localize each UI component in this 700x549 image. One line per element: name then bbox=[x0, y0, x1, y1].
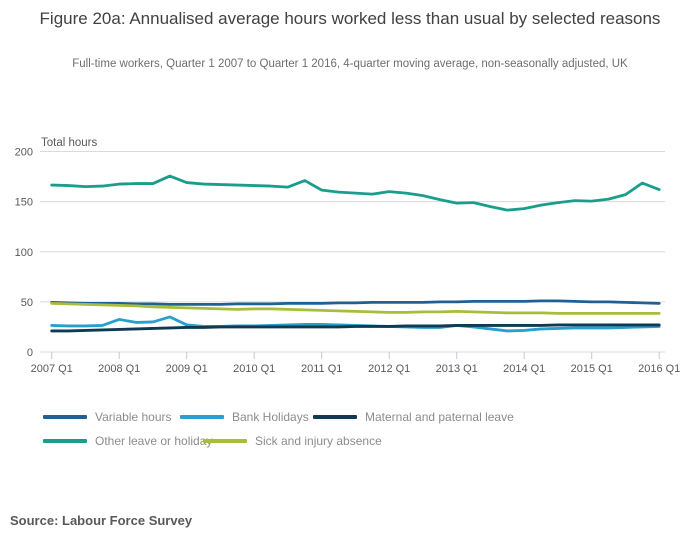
legend-item-variable-hours: Variable hours bbox=[43, 410, 172, 424]
x-axis-tick-label: 2010 Q1 bbox=[233, 363, 275, 375]
legend-item-bank-holidays: Bank Holidays bbox=[180, 410, 309, 424]
legend-swatch-other-leave-or-holiday bbox=[43, 439, 87, 443]
series-line-sick-and-injury-absence bbox=[50, 301, 661, 315]
source-note: Source: Labour Force Survey bbox=[10, 513, 193, 528]
y-axis-tick-label: 150 bbox=[15, 197, 33, 209]
legend-item-sick-and-injury-absence: Sick and injury absence bbox=[203, 434, 382, 448]
x-axis-tick-label: 2008 Q1 bbox=[98, 363, 140, 375]
legend-swatch-bank-holidays bbox=[180, 415, 224, 419]
legend-item-other-leave-or-holiday: Other leave or holiday bbox=[43, 434, 212, 448]
series-line-other-leave-or-holiday bbox=[50, 174, 661, 212]
legend-swatch-variable-hours bbox=[43, 415, 87, 419]
chart-canvas: 0 50 100 150 200 Total hours 2007 Q1 2008 Q1 200… bbox=[15, 137, 681, 375]
y-axis-tick-label: 200 bbox=[15, 147, 33, 159]
legend-swatch-sick-and-injury-absence bbox=[203, 439, 247, 443]
x-axis-tick-label: 2007 Q1 bbox=[31, 363, 73, 375]
y-axis-tick-label: 50 bbox=[21, 297, 33, 309]
figure-title: Figure 20a: Annualised average hours wor… bbox=[39, 9, 661, 28]
legend-label-variable-hours: Variable hours bbox=[95, 410, 172, 424]
legend-label-sick-and-injury-absence: Sick and injury absence bbox=[255, 434, 382, 448]
x-axis-tick-label: 2013 Q1 bbox=[436, 363, 478, 375]
legend-item-maternal-paternal-leave: Maternal and paternal leave bbox=[313, 410, 514, 424]
legend-label-maternal-paternal-leave: Maternal and paternal leave bbox=[365, 410, 514, 424]
legend-label-other-leave-or-holiday: Other leave or holiday bbox=[95, 434, 213, 448]
y-axis-title: Total hours bbox=[41, 137, 98, 149]
x-axis-tick-label: 2012 Q1 bbox=[368, 363, 410, 375]
legend-swatch-maternal-paternal-leave bbox=[313, 415, 357, 419]
x-axis-tick-label: 2015 Q1 bbox=[571, 363, 613, 375]
x-axis-tick-label: 2009 Q1 bbox=[166, 363, 208, 375]
series-line-variable-hours bbox=[50, 299, 661, 306]
legend-label-bank-holidays: Bank Holidays bbox=[232, 410, 309, 424]
y-axis-tick-label: 0 bbox=[27, 347, 33, 359]
x-axis-tick-label: 2016 Q1 bbox=[638, 363, 680, 375]
figure-subtitle: Full-time workers, Quarter 1 2007 to Qua… bbox=[72, 58, 628, 70]
y-axis-tick-label: 100 bbox=[15, 247, 33, 259]
series-line-maternal-and-paternal-leave bbox=[50, 323, 661, 333]
x-axis-tick-label: 2014 Q1 bbox=[503, 363, 545, 375]
x-axis-tick-label: 2011 Q1 bbox=[301, 363, 342, 375]
